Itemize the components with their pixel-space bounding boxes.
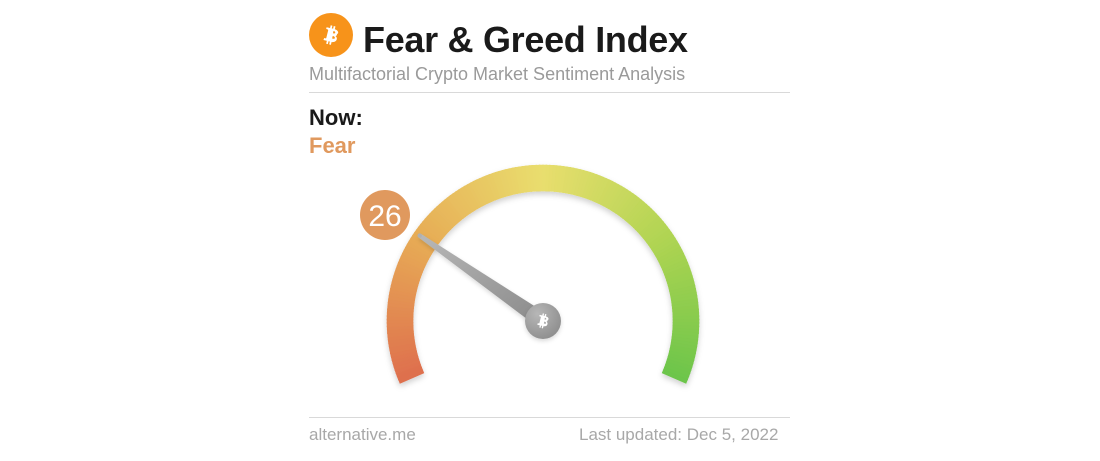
svg-text:26: 26 — [368, 200, 401, 233]
